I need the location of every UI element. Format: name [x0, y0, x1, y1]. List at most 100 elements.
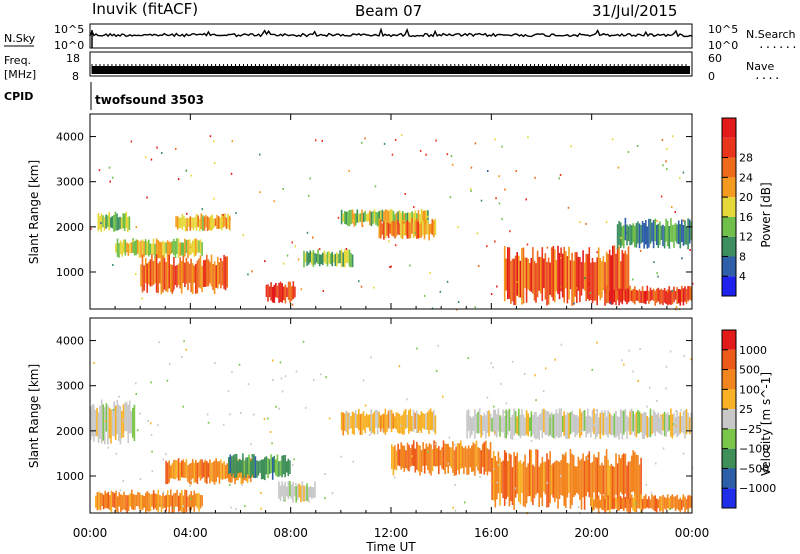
heatmap-cell — [550, 412, 553, 437]
heatmap-cell — [404, 193, 406, 195]
nsky-trace-line — [89, 27, 693, 38]
heatmap-cell — [680, 409, 682, 412]
heatmap-cell — [191, 459, 194, 479]
heatmap-cell — [608, 496, 611, 513]
heatmap-cell — [613, 467, 616, 507]
heatmap-cell — [646, 416, 649, 438]
heatmap-cell — [618, 416, 620, 440]
heatmap-cell — [275, 459, 277, 476]
heatmap-cell — [116, 496, 119, 513]
heatmap-cell — [488, 410, 490, 437]
heatmap-cell — [384, 220, 387, 239]
heatmap-cell — [111, 408, 114, 436]
heatmap-cell — [535, 399, 537, 402]
heatmap-cell — [398, 413, 401, 434]
heatmap-cell — [144, 257, 147, 284]
heatmap-cell — [176, 216, 179, 230]
heatmap-cell — [552, 463, 555, 498]
heatmap-cell — [630, 288, 632, 291]
heatmap-cell — [231, 456, 233, 477]
heatmap-cell — [356, 414, 359, 429]
heatmap-cell — [429, 272, 431, 274]
heatmap-cell — [297, 258, 300, 261]
heatmap-cell — [613, 289, 616, 303]
heatmap-cell — [632, 370, 634, 373]
heatmap-cell — [533, 466, 536, 499]
heatmap-cell — [351, 209, 354, 224]
heatmap-cell — [181, 213, 184, 230]
heatmap-cell — [116, 238, 119, 257]
heatmap-cell — [174, 265, 177, 286]
heatmap-cell — [347, 249, 349, 264]
heatmap-cell — [690, 358, 692, 361]
heatmap-cell — [283, 286, 285, 301]
heatmap-cell — [621, 498, 624, 509]
heatmap-cell — [166, 490, 169, 508]
heatmap-cell — [690, 286, 692, 301]
heatmap-cell — [539, 463, 542, 498]
heatmap-cell — [204, 259, 206, 287]
heatmap-cell — [591, 368, 593, 371]
heatmap-cell — [229, 484, 231, 486]
heatmap-cell — [618, 221, 620, 246]
heatmap-cell — [383, 413, 385, 433]
heatmap-cell — [596, 341, 598, 344]
heatmap-cell — [140, 494, 142, 511]
heatmap-cell — [673, 224, 675, 248]
heatmap-cell — [602, 495, 605, 511]
heatmap-cell — [602, 465, 605, 495]
heatmap-cell — [362, 379, 365, 382]
heatmap-cell — [264, 260, 266, 263]
heatmap-cell — [150, 422, 152, 425]
heatmap-cell — [536, 250, 539, 298]
heatmap-cell — [448, 436, 451, 439]
heatmap-cell — [96, 492, 99, 511]
heatmap-cell — [326, 251, 329, 267]
heatmap-cell — [284, 375, 287, 378]
heatmap-cell — [106, 493, 108, 509]
heatmap-cell — [676, 494, 678, 509]
heatmap-cell — [587, 454, 589, 493]
heatmap-cell — [102, 215, 104, 228]
heatmap-cell — [185, 239, 188, 253]
heatmap-cell — [110, 490, 113, 513]
heatmap-cell — [597, 417, 600, 434]
heatmap-cell — [409, 448, 412, 467]
heatmap-cell — [613, 245, 616, 293]
heatmap-cell — [474, 142, 477, 145]
heatmap-cell — [612, 287, 614, 305]
heatmap-cell — [628, 349, 630, 352]
heatmap-cell — [369, 414, 371, 432]
heatmap-cell — [247, 273, 249, 276]
heatmap-cell — [545, 367, 547, 370]
heatmap-cell — [181, 490, 183, 512]
heatmap-cell — [455, 446, 457, 476]
heatmap-cell — [122, 404, 125, 438]
heatmap-cell — [173, 238, 175, 256]
heatmap-cell — [582, 410, 584, 432]
heatmap-cell — [561, 454, 564, 496]
heatmap-cell — [590, 262, 592, 300]
heatmap-cell — [653, 261, 655, 264]
heatmap-cell — [369, 210, 371, 226]
heatmap-cell — [494, 138, 496, 141]
heatmap-cell — [666, 412, 669, 432]
heatmap-cell — [476, 232, 479, 235]
heatmap-cell — [477, 411, 479, 434]
heatmap-cell — [597, 247, 600, 296]
heatmap-cell — [198, 218, 201, 232]
heatmap-cell — [182, 459, 185, 478]
heatmap-cell — [104, 490, 106, 509]
heatmap-cell — [677, 220, 680, 245]
heatmap-cell — [368, 434, 371, 436]
heatmap-cell — [511, 414, 514, 440]
heatmap-cell — [431, 411, 434, 431]
heatmap-cell — [666, 220, 669, 247]
heatmap-cell — [425, 210, 428, 223]
heatmap-cell — [636, 145, 639, 147]
colorbar-tick-label: 100 — [739, 383, 760, 396]
heatmap-cell — [195, 459, 197, 483]
heatmap-cell — [433, 410, 435, 432]
heatmap-cell — [663, 411, 666, 437]
